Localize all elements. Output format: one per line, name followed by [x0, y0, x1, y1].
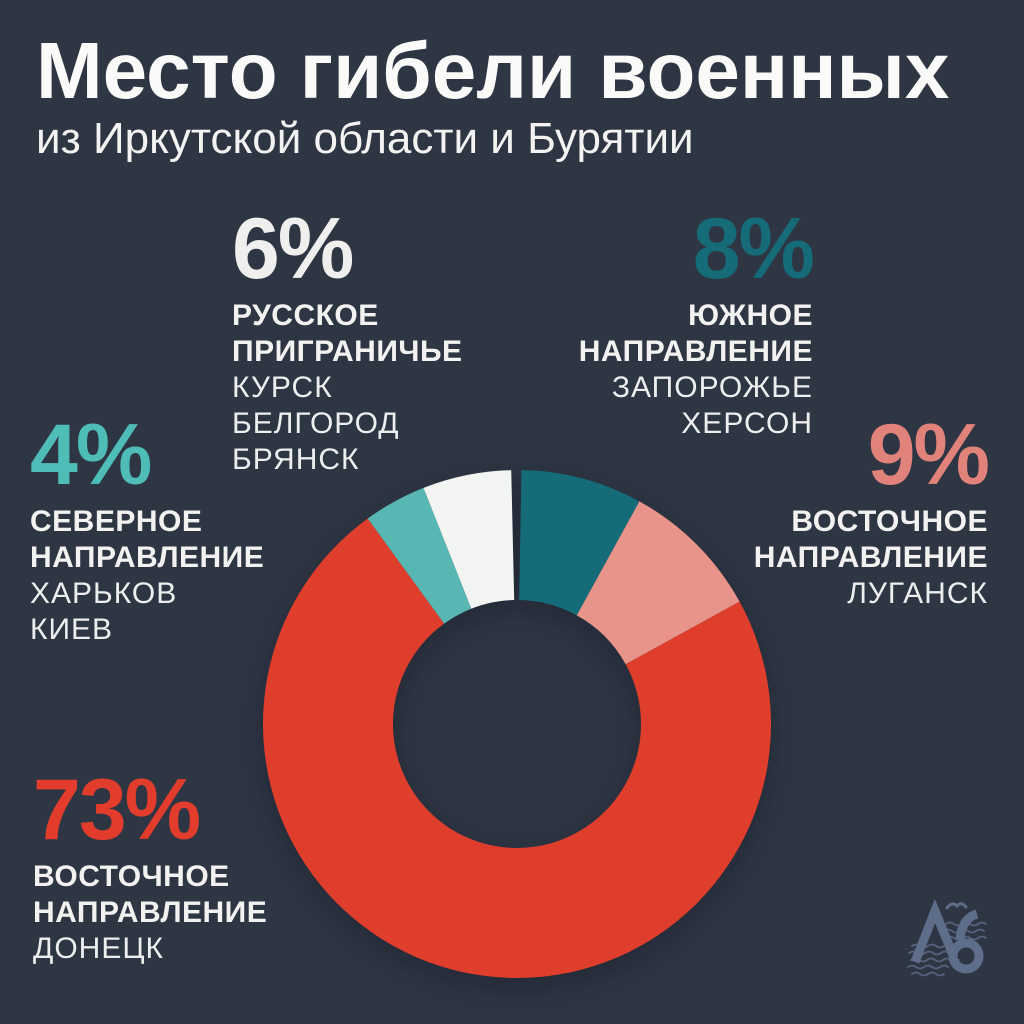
callout-russian-borderland: 6% РУССКОЕ ПРИГРАНИЧЬЕ КУРСК БЕЛГОРОД БР…: [232, 205, 463, 478]
percent-value: 8%: [692, 201, 815, 297]
city-label: БЕЛГОРОД: [232, 407, 400, 440]
city-label: КУРСК: [232, 371, 333, 404]
city-label: БРЯНСК: [232, 443, 360, 476]
page-subtitle: из Иркутской области и Бурятии: [36, 114, 694, 163]
region-label: НАПРАВЛЕНИЕ: [578, 335, 813, 368]
city-label: ХЕРСОН: [681, 407, 813, 440]
region-label: ПРИГРАНИЧЬЕ: [232, 335, 463, 368]
callout-east-lugansk: 9% ВОСТОЧНОЕ НАПРАВЛЕНИЕ ЛУГАНСК: [753, 407, 990, 612]
percent-value: 4%: [30, 407, 152, 503]
pie-slice: [519, 470, 640, 616]
callout-north-direction: 4% СЕВЕРНОЕ НАПРАВЛЕНИЕ ХАРЬКОВ КИЕВ: [30, 411, 264, 648]
city-label: ХАРЬКОВ: [30, 577, 178, 610]
logo-letter-b-bowl: [948, 938, 984, 974]
header: Место гибели военных из Иркутской област…: [36, 30, 949, 164]
region-label: ЮЖНОЕ: [688, 299, 813, 332]
region-label: НАПРАВЛЕНИЕ: [753, 541, 988, 574]
city-label: КИЕВ: [30, 613, 114, 646]
page-title: Место гибели военных: [36, 26, 950, 115]
logo-bird-icon: [945, 902, 968, 910]
city-label: ЗАПОРОЖЬЕ: [611, 371, 813, 404]
percent-value: 6%: [232, 201, 354, 297]
pie-slice: [576, 501, 740, 665]
logo-letter-l: [910, 898, 958, 964]
callout-south-direction: 8% ЮЖНОЕ НАПРАВЛЕНИЕ ЗАПОРОЖЬЕ ХЕРСОН: [578, 201, 815, 442]
region-label: ВОСТОЧНОЕ: [791, 505, 988, 538]
logo-icon: [907, 898, 987, 977]
region-label: НАПРАВЛЕНИЕ: [30, 541, 265, 574]
logo-waves: [907, 921, 987, 977]
region-label: ВОСТОЧНОЕ: [33, 860, 230, 893]
percent-value: 73%: [33, 762, 201, 858]
city-label: ДОНЕЦК: [33, 932, 164, 965]
region-label: РУССКОЕ: [232, 299, 379, 332]
pie-slice: [367, 487, 472, 624]
pie-slice: [423, 470, 515, 609]
pie-slice: [262, 518, 771, 978]
donut-chart: [262, 470, 771, 978]
city-label: ЛУГАНСК: [847, 577, 988, 610]
callout-east-donetsk: 73% ВОСТОЧНОЕ НАПРАВЛЕНИЕ ДОНЕЦК: [33, 766, 267, 967]
percent-value: 9%: [867, 407, 990, 503]
region-label: НАПРАВЛЕНИЕ: [33, 896, 268, 929]
region-label: СЕВЕРНОЕ: [30, 505, 203, 538]
